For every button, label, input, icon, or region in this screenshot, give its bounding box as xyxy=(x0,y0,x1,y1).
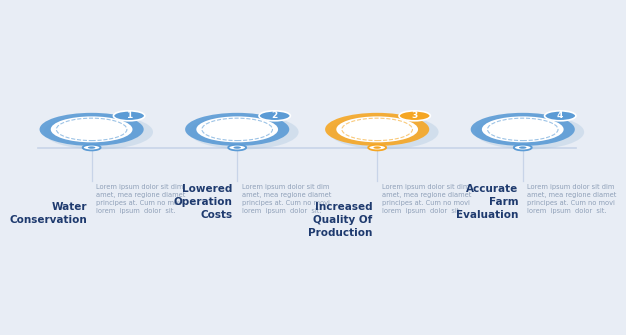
Text: Increased
Quality Of
Production: Increased Quality Of Production xyxy=(309,202,372,238)
Ellipse shape xyxy=(374,146,381,149)
Ellipse shape xyxy=(482,116,563,142)
Ellipse shape xyxy=(39,113,144,146)
Text: Lorem ipsum dolor sit dim
amet, mea regione diamet
principes at. Cum no movi
lor: Lorem ipsum dolor sit dim amet, mea regi… xyxy=(96,184,185,214)
Ellipse shape xyxy=(325,113,429,146)
Ellipse shape xyxy=(545,111,576,121)
Ellipse shape xyxy=(189,115,299,149)
Ellipse shape xyxy=(233,146,241,149)
Ellipse shape xyxy=(83,145,101,150)
Text: Accurate
Farm
Evaluation: Accurate Farm Evaluation xyxy=(456,184,518,220)
Text: 2: 2 xyxy=(272,111,278,120)
Text: 4: 4 xyxy=(557,111,563,120)
Ellipse shape xyxy=(197,116,278,142)
Text: Lowered
Operation
Costs: Lowered Operation Costs xyxy=(174,184,233,220)
Text: 3: 3 xyxy=(411,111,418,120)
Ellipse shape xyxy=(259,111,290,121)
Ellipse shape xyxy=(514,145,531,150)
Text: Water
Conservation: Water Conservation xyxy=(9,202,87,225)
Text: Lorem ipsum dolor sit dim
amet, mea regione diamet
principes at. Cum no movi
lor: Lorem ipsum dolor sit dim amet, mea regi… xyxy=(242,184,331,214)
Ellipse shape xyxy=(51,116,133,142)
Ellipse shape xyxy=(471,113,575,146)
Ellipse shape xyxy=(329,115,439,149)
Ellipse shape xyxy=(113,111,145,121)
Ellipse shape xyxy=(44,115,153,149)
Ellipse shape xyxy=(475,115,584,149)
Ellipse shape xyxy=(368,145,386,150)
Ellipse shape xyxy=(228,145,246,150)
Ellipse shape xyxy=(88,146,95,149)
Text: 1: 1 xyxy=(126,111,132,120)
Ellipse shape xyxy=(399,111,430,121)
Ellipse shape xyxy=(185,113,289,146)
Text: Lorem ipsum dolor sit dim
amet, mea regione diamet
principes at. Cum no movi
lor: Lorem ipsum dolor sit dim amet, mea regi… xyxy=(382,184,471,214)
Ellipse shape xyxy=(336,116,418,142)
Text: Lorem ipsum dolor sit dim
amet, mea regione diamet
principes at. Cum no movi
lor: Lorem ipsum dolor sit dim amet, mea regi… xyxy=(527,184,617,214)
Ellipse shape xyxy=(519,146,526,149)
